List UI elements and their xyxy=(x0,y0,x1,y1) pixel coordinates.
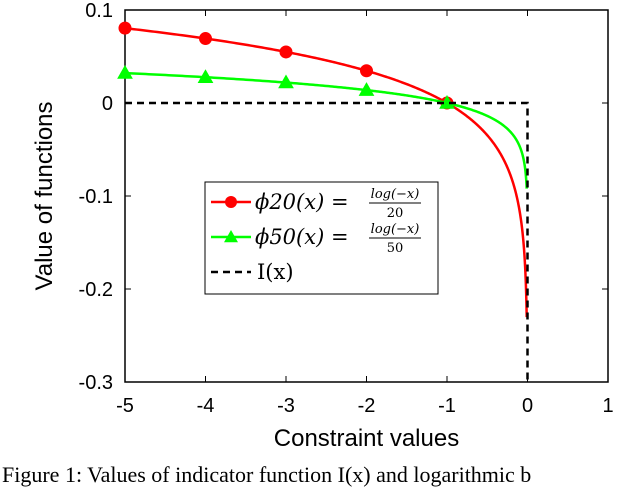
series-point-50 xyxy=(197,69,214,83)
legend-swatch-marker xyxy=(225,196,237,208)
series-line-20 xyxy=(124,26,528,318)
figure-caption: Figure 1: Values of indicator function I… xyxy=(2,462,531,487)
ticks: -5 -4 -3 -2 -1 0 1 0.1 0 -0.1 -0.2 -0.3 xyxy=(79,0,614,417)
series-point-20 xyxy=(199,32,212,46)
series-point-50 xyxy=(358,82,375,96)
legend-label: ϕ50(x) = xyxy=(255,225,349,249)
legend-frac-denominator: 50 xyxy=(387,241,404,256)
series-layer xyxy=(117,21,529,382)
x-tick-label: -2 xyxy=(358,395,376,417)
y-tick-label: 0 xyxy=(102,93,113,115)
legend-frac-numerator: log(−x) xyxy=(371,222,420,237)
series-point-50 xyxy=(278,74,294,89)
series-point-20 xyxy=(360,64,373,78)
x-tick-label: -1 xyxy=(438,395,456,417)
series-line-indicator xyxy=(125,101,529,382)
x-axis-label: Constraint values xyxy=(274,425,459,452)
y-tick-label: -0.3 xyxy=(79,372,113,394)
x-tick-label: -5 xyxy=(116,395,134,417)
series-line-50 xyxy=(124,71,528,189)
y-axis-label: Value of functions xyxy=(31,101,58,290)
y-tick-label: 0.1 xyxy=(85,0,113,22)
legend-label: I(x) xyxy=(257,260,294,284)
legend-frac-denominator: 20 xyxy=(387,206,404,221)
series-point-20 xyxy=(118,21,132,35)
y-tick-label: -0.1 xyxy=(79,186,113,208)
series-point-50 xyxy=(117,65,133,79)
legend-label: ϕ20(x) = xyxy=(255,190,349,214)
series-point-20 xyxy=(279,45,293,59)
x-tick-label: -4 xyxy=(197,395,215,417)
x-tick-label: 1 xyxy=(602,395,613,417)
legend-frac-numerator: log(−x) xyxy=(371,187,420,202)
x-tick-label: -3 xyxy=(277,395,295,417)
legend-swatch-marker xyxy=(224,230,238,243)
y-tick-label: -0.2 xyxy=(79,279,113,301)
x-tick-label: 0 xyxy=(522,395,533,417)
